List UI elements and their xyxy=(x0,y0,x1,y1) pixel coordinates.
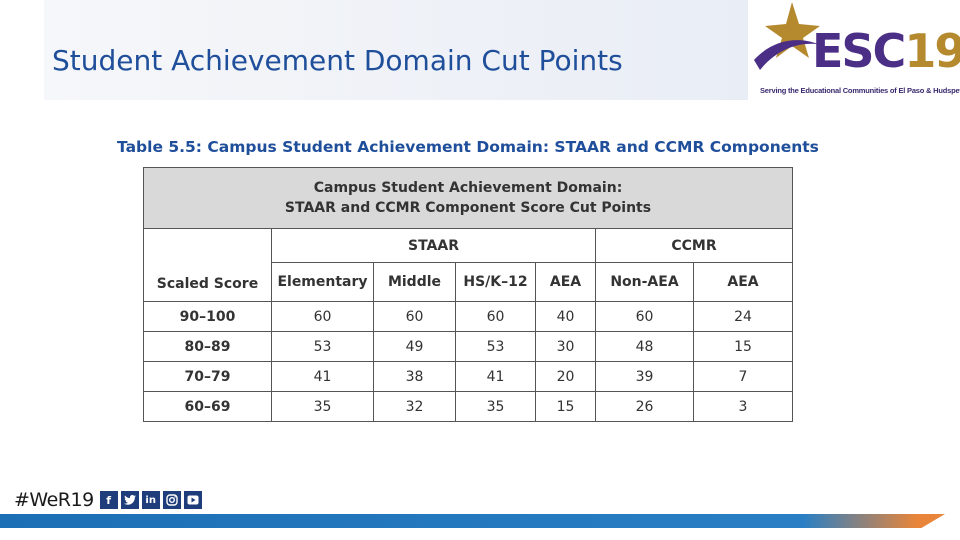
table-header-line-1: Campus Student Achievement Domain: xyxy=(313,180,623,196)
table-cell: 3 xyxy=(692,391,794,422)
table-cell: 39 xyxy=(595,361,694,392)
table-cell-score: 80–89 xyxy=(143,331,272,362)
table-cell: 60 xyxy=(271,301,374,332)
table-caption: Table 5.5: Campus Student Achievement Do… xyxy=(117,138,819,156)
facebook-icon[interactable]: f xyxy=(99,491,118,509)
slide-title: Student Achievement Domain Cut Points xyxy=(52,44,623,77)
star-swoosh-icon xyxy=(754,2,820,70)
linkedin-icon[interactable]: in xyxy=(141,491,160,509)
table-cell: 20 xyxy=(535,361,596,392)
column-header-non-aea: Non-AEA xyxy=(595,262,694,302)
table-cell: 48 xyxy=(595,331,694,362)
esc19-logo: ESC19 Serving the Educational Communitie… xyxy=(752,0,960,100)
logo-number: 19 xyxy=(904,24,960,78)
footer-bar xyxy=(0,514,945,528)
table-cell: 49 xyxy=(373,331,456,362)
table-cell: 15 xyxy=(535,391,596,422)
column-header-staar-aea: AEA xyxy=(535,262,596,302)
table-cell: 38 xyxy=(373,361,456,392)
title-bar-background xyxy=(44,0,748,100)
table-cell: 41 xyxy=(455,361,536,392)
table-row: 70–79 41 38 41 20 39 7 xyxy=(143,361,794,392)
table-cell: 35 xyxy=(455,391,536,422)
table-cell: 41 xyxy=(271,361,374,392)
table-main-header: Campus Student Achievement Domain: STAAR… xyxy=(142,167,794,229)
table-cell: 30 xyxy=(535,331,596,362)
column-header-elementary: Elementary xyxy=(271,262,374,302)
table-cell-score: 90–100 xyxy=(143,301,272,332)
table-header-line-2: STAAR and CCMR Component Score Cut Point… xyxy=(284,200,652,216)
column-header-middle: Middle xyxy=(373,262,456,302)
table-cell-score: 60–69 xyxy=(143,391,272,422)
column-header-ccmr-aea: AEA xyxy=(692,262,794,302)
table-row: 60–69 35 32 35 15 26 3 xyxy=(143,391,794,422)
table-cell: 60 xyxy=(373,301,456,332)
table-cell: 53 xyxy=(271,331,374,362)
table-cell: 40 xyxy=(535,301,596,332)
table-cell: 60 xyxy=(595,301,694,332)
group-header-ccmr: CCMR xyxy=(594,228,794,263)
table-cell: 24 xyxy=(692,301,794,332)
logo-tagline: Serving the Educational Communities of E… xyxy=(760,86,960,95)
youtube-icon[interactable] xyxy=(183,491,202,509)
social-links: #WeR19 f in xyxy=(14,488,205,512)
twitter-icon[interactable] xyxy=(120,491,139,509)
table-cell: 7 xyxy=(692,361,794,392)
table-cell: 53 xyxy=(455,331,536,362)
table-cell: 15 xyxy=(692,331,794,362)
table-cell: 35 xyxy=(271,391,374,422)
table-cell: 60 xyxy=(455,301,536,332)
table-cell-score: 70–79 xyxy=(143,361,272,392)
group-header-staar: STAAR xyxy=(271,228,596,263)
table-row: 90–100 60 60 60 40 60 24 xyxy=(143,301,794,332)
cut-points-table: Campus Student Achievement Domain: STAAR… xyxy=(142,167,794,422)
column-header-scaled-score: Scaled Score xyxy=(143,228,272,302)
instagram-icon[interactable] xyxy=(162,491,181,509)
logo-esc: ESC xyxy=(812,24,906,78)
table-cell: 26 xyxy=(595,391,694,422)
table-row: 80–89 53 49 53 30 48 15 xyxy=(143,331,794,362)
hashtag: #WeR19 xyxy=(14,489,94,511)
column-header-hs-k12: HS/K–12 xyxy=(455,262,536,302)
table-cell: 32 xyxy=(373,391,456,422)
logo-wordmark: ESC19 xyxy=(812,28,960,74)
